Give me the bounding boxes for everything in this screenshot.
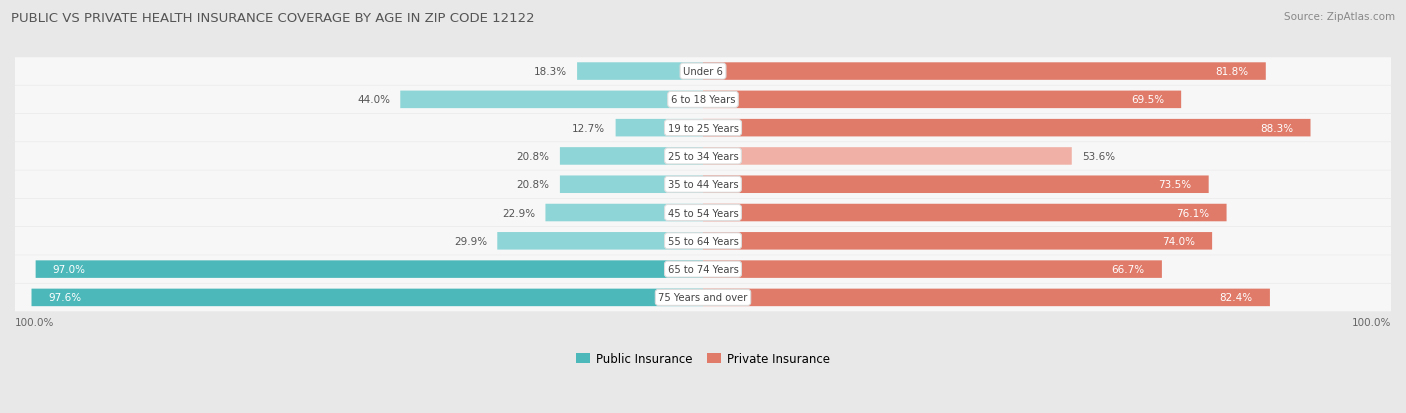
FancyBboxPatch shape (576, 63, 703, 81)
Text: 25 to 34 Years: 25 to 34 Years (668, 152, 738, 161)
Text: 88.3%: 88.3% (1260, 123, 1294, 133)
Text: 97.0%: 97.0% (53, 264, 86, 275)
FancyBboxPatch shape (703, 204, 1226, 222)
FancyBboxPatch shape (15, 171, 1391, 199)
Text: 74.0%: 74.0% (1161, 236, 1195, 246)
Text: 100.0%: 100.0% (1351, 317, 1391, 327)
Text: 100.0%: 100.0% (15, 317, 55, 327)
Text: 19 to 25 Years: 19 to 25 Years (668, 123, 738, 133)
FancyBboxPatch shape (35, 261, 703, 278)
Text: 65 to 74 Years: 65 to 74 Years (668, 264, 738, 275)
FancyBboxPatch shape (31, 289, 703, 306)
Text: 20.8%: 20.8% (516, 180, 550, 190)
Text: 35 to 44 Years: 35 to 44 Years (668, 180, 738, 190)
Text: 18.3%: 18.3% (534, 67, 567, 77)
FancyBboxPatch shape (703, 233, 1212, 250)
Text: 73.5%: 73.5% (1159, 180, 1191, 190)
FancyBboxPatch shape (15, 256, 1391, 283)
Text: 82.4%: 82.4% (1219, 293, 1253, 303)
Text: 75 Years and over: 75 Years and over (658, 293, 748, 303)
Text: 44.0%: 44.0% (357, 95, 389, 105)
FancyBboxPatch shape (703, 148, 1071, 165)
FancyBboxPatch shape (15, 86, 1391, 114)
FancyBboxPatch shape (703, 261, 1161, 278)
FancyBboxPatch shape (703, 176, 1209, 194)
Legend: Public Insurance, Private Insurance: Public Insurance, Private Insurance (571, 347, 835, 370)
Text: PUBLIC VS PRIVATE HEALTH INSURANCE COVERAGE BY AGE IN ZIP CODE 12122: PUBLIC VS PRIVATE HEALTH INSURANCE COVER… (11, 12, 534, 25)
FancyBboxPatch shape (616, 120, 703, 137)
FancyBboxPatch shape (703, 63, 1265, 81)
FancyBboxPatch shape (15, 143, 1391, 171)
Text: 45 to 54 Years: 45 to 54 Years (668, 208, 738, 218)
FancyBboxPatch shape (560, 176, 703, 194)
Text: 53.6%: 53.6% (1083, 152, 1115, 161)
Text: 6 to 18 Years: 6 to 18 Years (671, 95, 735, 105)
FancyBboxPatch shape (401, 91, 703, 109)
FancyBboxPatch shape (498, 233, 703, 250)
FancyBboxPatch shape (15, 114, 1391, 142)
FancyBboxPatch shape (560, 148, 703, 165)
Text: 97.6%: 97.6% (49, 293, 82, 303)
FancyBboxPatch shape (703, 91, 1181, 109)
Text: 22.9%: 22.9% (502, 208, 536, 218)
Text: 81.8%: 81.8% (1215, 67, 1249, 77)
Text: Source: ZipAtlas.com: Source: ZipAtlas.com (1284, 12, 1395, 22)
Text: 12.7%: 12.7% (572, 123, 606, 133)
FancyBboxPatch shape (15, 199, 1391, 227)
Text: 66.7%: 66.7% (1112, 264, 1144, 275)
FancyBboxPatch shape (546, 204, 703, 222)
FancyBboxPatch shape (703, 289, 1270, 306)
Text: 69.5%: 69.5% (1130, 95, 1164, 105)
Text: 55 to 64 Years: 55 to 64 Years (668, 236, 738, 246)
FancyBboxPatch shape (15, 284, 1391, 311)
Text: 76.1%: 76.1% (1177, 208, 1209, 218)
FancyBboxPatch shape (703, 120, 1310, 137)
FancyBboxPatch shape (15, 58, 1391, 86)
Text: Under 6: Under 6 (683, 67, 723, 77)
Text: 20.8%: 20.8% (516, 152, 550, 161)
Text: 29.9%: 29.9% (454, 236, 486, 246)
FancyBboxPatch shape (15, 228, 1391, 255)
